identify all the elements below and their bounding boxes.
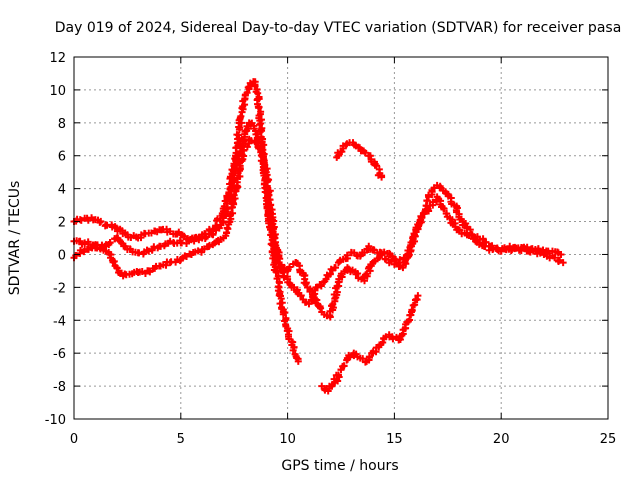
data-point: [317, 282, 325, 290]
series-track-1: [70, 78, 302, 365]
x-tick-label: 20: [493, 432, 510, 447]
data-point: [359, 355, 367, 363]
y-tick-label: 2: [58, 216, 66, 231]
series-track-4: [333, 139, 386, 181]
y-tick-label: 6: [58, 150, 66, 165]
y-axis-label: SDTVAR / TECUs: [7, 181, 23, 296]
data-point: [282, 321, 290, 329]
data-point: [404, 250, 412, 258]
data-point: [365, 354, 373, 362]
y-tick-label: -2: [53, 281, 66, 296]
data-markers: [70, 78, 567, 395]
x-tick-label: 5: [177, 432, 185, 447]
data-point: [93, 241, 101, 249]
x-axis-label: GPS time / hours: [281, 458, 398, 474]
data-point: [281, 317, 289, 325]
data-point: [243, 89, 251, 97]
y-tick-label: -6: [53, 347, 66, 362]
data-point: [289, 346, 297, 354]
data-point: [331, 264, 339, 272]
data-point: [255, 144, 263, 152]
plot-frame: [73, 56, 609, 420]
data-point: [362, 271, 370, 279]
data-point: [456, 226, 464, 234]
grid: [74, 57, 608, 419]
data-point: [409, 301, 417, 309]
y-tick-label: 10: [49, 84, 66, 99]
y-tick-label: 4: [58, 183, 66, 198]
chart-title: Day 019 of 2024, Sidereal Day-to-day VTE…: [55, 20, 622, 36]
data-point: [389, 335, 397, 343]
data-point: [276, 255, 284, 263]
data-point: [277, 295, 285, 303]
data-point: [237, 112, 245, 120]
y-tick-label: 0: [58, 248, 66, 263]
x-tick-label: 10: [279, 432, 296, 447]
data-point: [559, 259, 567, 267]
data-point: [262, 175, 270, 183]
data-point: [482, 238, 490, 246]
data-point: [330, 375, 338, 383]
data-point: [209, 230, 217, 238]
data-point: [106, 238, 114, 246]
data-point: [423, 196, 431, 204]
data-point: [255, 104, 263, 112]
data-point: [238, 142, 246, 150]
data-point: [286, 263, 294, 271]
data-point: [333, 288, 341, 296]
data-point: [257, 120, 265, 128]
x-tick-label: 0: [70, 432, 78, 447]
data-point: [361, 249, 369, 257]
axes: 0 5 10 15 20 25 -10 -8 -6 -4 -2 0 2 4 6 8 10 12: [45, 51, 617, 447]
x-tick-label: 25: [600, 432, 617, 447]
y-tick-label: -10: [45, 413, 66, 428]
data-point: [297, 292, 305, 300]
series-track-3: [70, 135, 567, 308]
data-point: [334, 371, 342, 379]
data-point: [555, 257, 563, 265]
y-tick-label: -4: [53, 314, 66, 329]
series-track-5: [318, 292, 422, 395]
data-point: [302, 279, 310, 287]
data-point: [343, 251, 351, 259]
x-tick-label: 15: [386, 432, 403, 447]
data-point: [97, 217, 105, 225]
data-point: [440, 205, 448, 213]
y-tick-label: 8: [58, 117, 66, 132]
data-point: [551, 254, 559, 262]
data-point: [109, 258, 117, 266]
data-point: [240, 147, 248, 155]
data-point: [408, 306, 416, 314]
data-point: [294, 357, 302, 365]
data-point: [113, 264, 121, 272]
data-point: [378, 173, 386, 181]
data-point: [373, 162, 381, 170]
data-point: [557, 250, 565, 258]
data-point: [279, 310, 287, 318]
data-point: [334, 377, 342, 385]
data-point: [414, 292, 422, 300]
data-point: [345, 353, 353, 361]
data-point: [238, 151, 246, 159]
y-tick-label: -8: [53, 380, 66, 395]
data-point: [81, 239, 89, 247]
y-tick-label: 12: [49, 51, 66, 66]
data-point: [274, 258, 282, 266]
data-point: [135, 249, 143, 257]
data-point: [266, 216, 274, 224]
data-point: [166, 237, 174, 245]
data-point: [340, 362, 348, 370]
data-point: [317, 304, 325, 312]
data-point: [377, 251, 385, 259]
